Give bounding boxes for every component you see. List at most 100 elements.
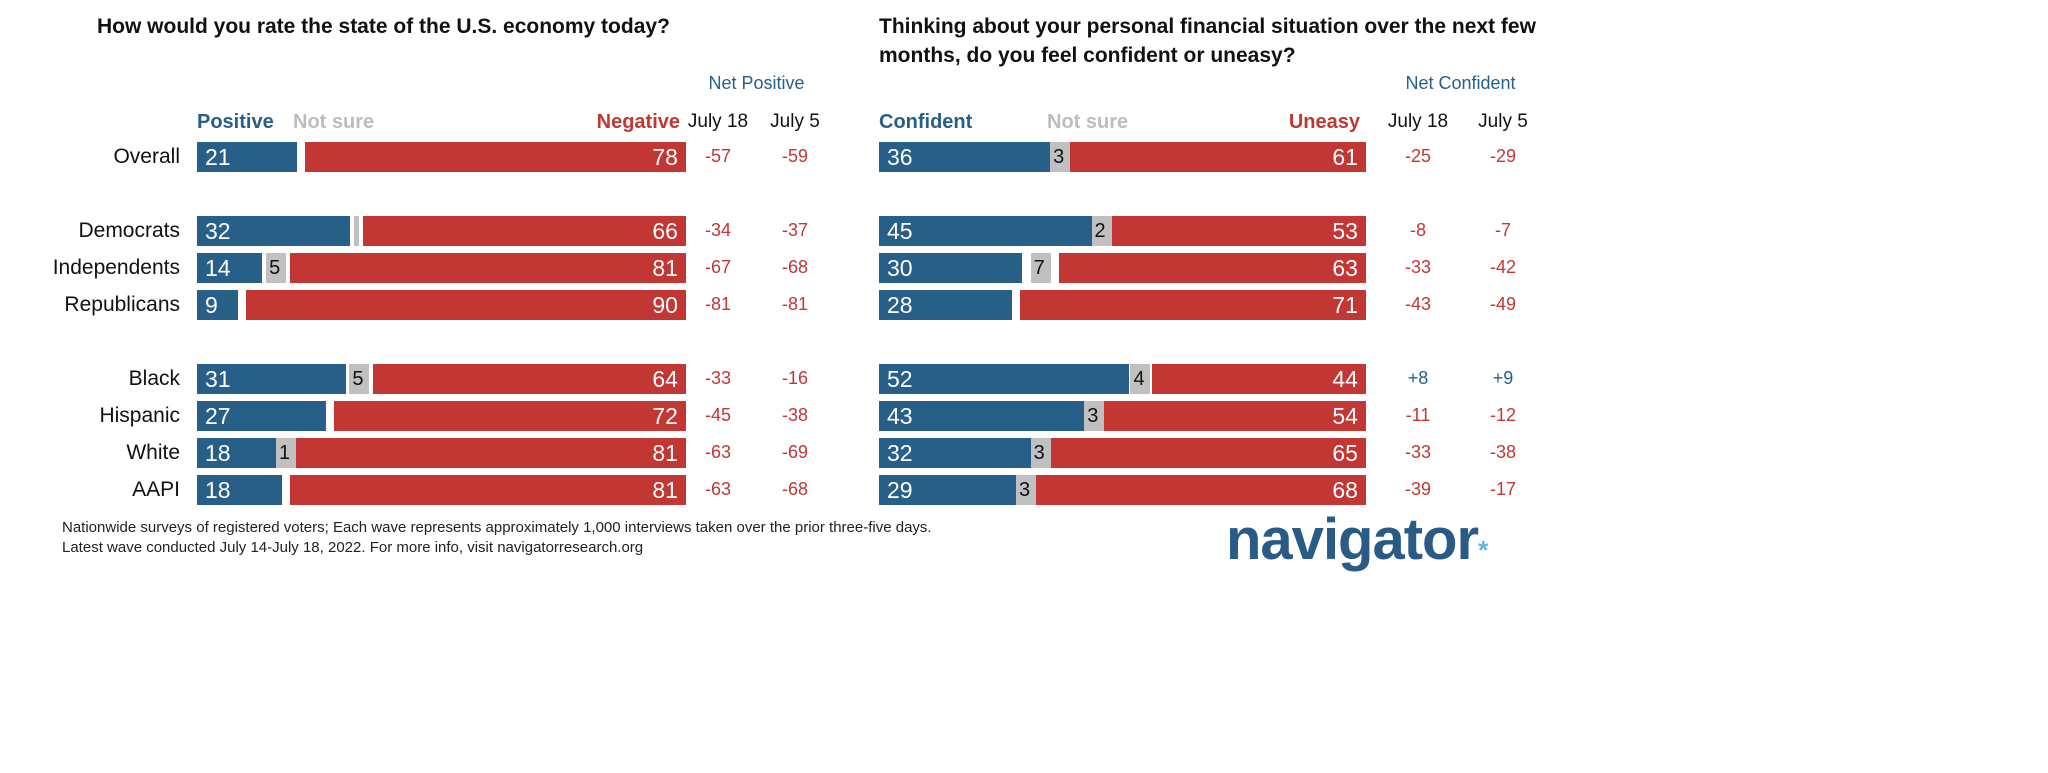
- legend-not-sure: Not sure: [293, 111, 375, 133]
- net-value: -63: [704, 442, 731, 462]
- bar-positive: 30: [879, 253, 1023, 283]
- net-value: -57: [704, 146, 731, 166]
- net-value: -69: [781, 442, 808, 462]
- row-label: AAPI: [132, 478, 180, 501]
- value-negative: 54: [1332, 403, 1358, 429]
- navigator-logo: navigator*: [1226, 506, 1488, 573]
- net-header: Net Confident: [1405, 73, 1516, 93]
- net-value: -25: [1404, 146, 1431, 166]
- net-value: -16: [781, 368, 808, 388]
- value-positive: 31: [205, 366, 231, 392]
- bar-negative: 66: [363, 216, 686, 246]
- bar-positive: 28: [879, 290, 1013, 320]
- value-positive: 43: [887, 403, 913, 429]
- value-negative: 64: [652, 366, 678, 392]
- bar-negative: 54: [1103, 401, 1366, 431]
- bar-not-sure: 3: [1084, 401, 1105, 431]
- value-not-sure: 3: [1033, 442, 1045, 464]
- left-chart-title: How would you rate the state of the U.S.…: [97, 15, 670, 38]
- net-value: -33: [1404, 442, 1431, 462]
- bar-negative: 81: [289, 438, 686, 468]
- net-value: -68: [781, 257, 808, 277]
- net-value: -38: [1489, 442, 1516, 462]
- legend-negative: Negative: [596, 111, 680, 133]
- bar-positive: 29: [879, 475, 1018, 505]
- value-positive: 45: [887, 218, 913, 244]
- value-not-sure: 7: [1033, 257, 1045, 279]
- value-positive: 52: [887, 366, 913, 392]
- bar-not-sure: 3: [1030, 438, 1051, 468]
- value-negative: 78: [652, 144, 678, 170]
- net-value: -45: [704, 405, 731, 425]
- bar-negative: 81: [289, 475, 686, 505]
- footnote-line-2: Latest wave conducted July 14-July 18, 2…: [62, 539, 644, 556]
- row-label: White: [126, 441, 180, 464]
- legend-positive: Confident: [879, 111, 973, 133]
- row-label: Republicans: [64, 293, 180, 316]
- value-positive: 27: [205, 403, 231, 429]
- value-negative: 71: [1332, 292, 1358, 318]
- bar-not-sure: 2: [1091, 216, 1112, 246]
- bar-not-sure: 3: [1050, 142, 1071, 172]
- net-value: +8: [1407, 368, 1429, 388]
- row-label: Hispanic: [99, 404, 180, 427]
- right-chart-title-line-2: months, do you feel confident or uneasy?: [879, 44, 1296, 67]
- value-positive: 18: [205, 440, 231, 466]
- value-not-sure: 5: [352, 368, 364, 390]
- net-value: -7: [1494, 220, 1511, 240]
- value-negative: 63: [1332, 255, 1358, 281]
- net-value: -11: [1405, 405, 1431, 425]
- net-value: -37: [781, 220, 808, 240]
- bar-positive: 18: [197, 475, 283, 505]
- bar-positive: 31: [197, 364, 346, 394]
- value-not-sure: 3: [1053, 146, 1065, 168]
- bar-negative: 78: [304, 142, 686, 172]
- value-not-sure: 3: [1087, 405, 1099, 427]
- bar-negative: 53: [1107, 216, 1366, 246]
- net-value: -34: [704, 220, 731, 240]
- bar-negative: 64: [373, 364, 686, 394]
- bar-negative: 90: [245, 290, 686, 320]
- bar-negative: 72: [333, 401, 686, 431]
- value-negative: 81: [652, 255, 678, 281]
- bar-negative: 65: [1049, 438, 1366, 468]
- row-label: Democrats: [78, 219, 180, 242]
- logo-text: navigator: [1226, 507, 1479, 572]
- bar-positive: 21: [197, 142, 297, 172]
- bar-negative: 68: [1034, 475, 1366, 505]
- value-negative: 44: [1332, 366, 1358, 392]
- net-value: -8: [1409, 220, 1426, 240]
- value-positive: 14: [205, 255, 231, 281]
- legend-positive: Positive: [197, 111, 274, 133]
- bar-not-sure: 3: [1016, 475, 1037, 505]
- bar-negative: 61: [1068, 142, 1366, 172]
- bar-not-sure: 7: [1030, 253, 1051, 283]
- bar-not-sure: [353, 216, 359, 246]
- value-negative: 65: [1332, 440, 1358, 466]
- value-not-sure: 3: [1019, 479, 1031, 501]
- value-positive: 21: [205, 144, 231, 170]
- right-chart-title-line-1: Thinking about your personal financial s…: [879, 15, 1536, 38]
- value-negative: 72: [652, 403, 678, 429]
- bar-not-sure: 5: [266, 253, 287, 283]
- net-column-header: July 18: [687, 111, 749, 132]
- asterisk-icon: *: [1478, 535, 1488, 565]
- bar-negative: 81: [289, 253, 686, 283]
- legend-not-sure: Not sure: [1047, 111, 1129, 133]
- bar-negative: 63: [1059, 253, 1366, 283]
- row-label: Independents: [52, 256, 180, 279]
- value-negative: 68: [1332, 477, 1358, 503]
- net-value: -81: [704, 294, 731, 314]
- value-not-sure: 2: [1094, 220, 1106, 242]
- net-value: -33: [1404, 257, 1431, 277]
- value-not-sure: 1: [278, 442, 291, 464]
- net-column-header: July 18: [1387, 111, 1449, 132]
- bar-positive: 27: [197, 401, 327, 431]
- net-value: -12: [1489, 405, 1516, 425]
- bar-positive: 14: [197, 253, 263, 283]
- bar-positive: 36: [879, 142, 1052, 172]
- net-value: +9: [1492, 368, 1514, 388]
- value-positive: 30: [887, 255, 913, 281]
- legend-negative: Uneasy: [1288, 111, 1360, 133]
